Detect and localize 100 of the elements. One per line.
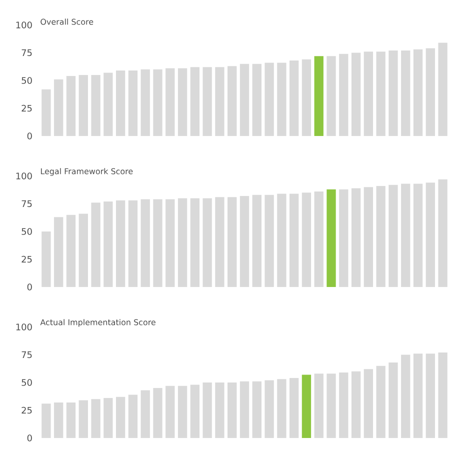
bar [438,179,448,287]
bar [289,60,299,136]
bar [277,194,286,287]
bar [388,362,398,438]
bar [42,231,51,287]
bar [252,64,262,136]
bar [351,52,361,136]
bar [42,404,51,438]
bar [240,381,250,438]
bar [302,192,312,287]
bar [302,59,312,136]
bar [314,192,324,287]
bar [215,197,224,287]
bar [388,184,398,287]
y-tick-label: 100 [16,22,32,28]
bar [364,52,374,136]
bar [401,354,410,438]
bar [426,354,435,438]
bar [104,72,113,136]
y-tick-label: 0 [27,434,32,442]
bar [438,42,448,136]
y-tick-label: 75 [22,351,32,358]
bar [376,186,386,287]
bar [388,50,398,136]
y-tick-label: 50 [22,77,32,84]
y-tick-label: 25 [22,104,32,112]
bar [104,202,113,287]
bar [128,70,138,136]
y-tick-label: 75 [22,49,32,56]
bar [376,366,386,438]
bar [78,74,88,136]
bar [178,68,188,136]
bar [166,68,175,136]
y-tick-label: 0 [27,284,32,290]
bar [116,70,126,136]
bar [426,182,435,287]
bar [376,52,386,136]
bar [128,200,138,287]
bar [426,48,435,136]
y-tick-label: 50 [22,228,32,235]
bar [178,386,188,438]
bar [277,379,286,438]
bar [178,198,188,287]
bar [401,184,410,287]
bar [289,194,299,287]
y-tick-label: 25 [22,256,32,263]
bar [140,390,150,438]
bar [413,49,423,136]
bar [104,398,113,438]
bar [277,62,286,136]
bar [413,184,423,287]
bar [66,76,76,136]
bar [202,198,212,287]
bar [228,197,237,287]
bar [264,194,274,287]
bar [190,384,200,438]
bar [153,199,162,287]
y-tick-label: 100 [16,172,32,180]
bar [54,402,64,438]
bar [302,374,312,438]
bar [252,194,262,287]
y-tick-label: 50 [22,379,32,386]
bar [202,67,212,136]
bar [351,371,361,438]
bar [215,67,224,136]
bar [339,189,348,287]
y-tick-label: 100 [16,324,32,330]
bar [91,74,100,136]
bar [116,200,126,287]
bar [351,188,361,287]
bar [314,374,324,438]
y-tick-label: 0 [27,132,32,140]
bar [240,196,250,287]
bar [364,187,374,287]
bar [252,381,262,438]
bar [289,378,299,438]
bar [42,89,51,136]
bar [54,217,64,287]
bar [140,69,150,136]
bar [78,214,88,287]
y-tick-label: 75 [22,200,32,208]
bar [438,352,448,438]
bar [91,202,100,287]
bar [166,199,175,287]
bar [54,79,64,136]
bar [153,69,162,136]
bar [190,198,200,287]
bar [314,56,324,136]
bar [339,372,348,438]
bar [326,374,336,438]
bar [264,380,274,438]
bar [128,394,138,438]
bar [190,67,200,136]
bar [202,382,212,438]
bar [78,400,88,438]
bar [140,199,150,287]
bar [339,54,348,136]
bar [91,399,100,438]
bar [215,382,224,438]
bar [66,402,76,438]
